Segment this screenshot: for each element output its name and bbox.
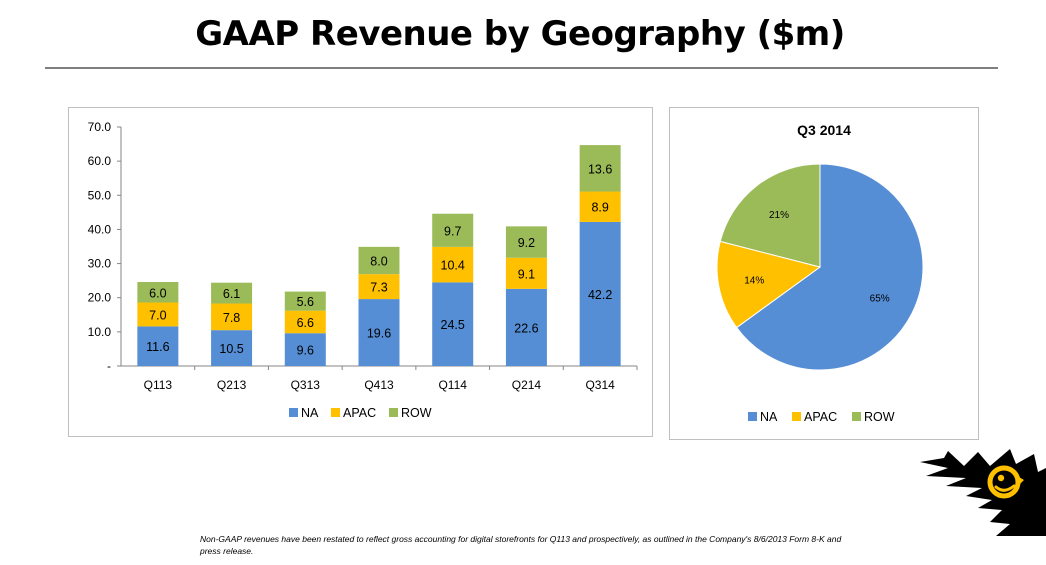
pie-slice-apac [716,240,822,329]
x-tick-label: Q314 [585,378,615,392]
pie-chart: Q3 2014 65% 14% 21% NA APAC ROW [716,122,924,424]
data-label: 5.6 [297,295,314,309]
y-tick-label: 60.0 [88,154,112,168]
bar-segment-row [358,246,400,275]
bar-segment-row [211,282,253,304]
bar-segment-na [137,326,179,366]
bar-chart-panel: - 10.0 20.0 30.0 40.0 50.0 60.0 70.0 Q113 11.6 7.0… [68,107,653,437]
y-tick-label: 70.0 [88,120,112,134]
page-title: GAAP Revenue by Geography ($m) [195,14,845,54]
data-label: 13.6 [588,162,612,176]
legend-swatch-apac [792,412,801,421]
pie-slice-na [735,163,924,371]
legend-label: APAC [343,406,376,420]
bar-segment-row [505,226,547,258]
y-tick-label: 40.0 [88,222,112,236]
x-tick-label: Q413 [364,378,394,392]
bar-segment-apac [579,191,621,222]
y-tick-label: - [107,359,111,373]
x-tick-label: Q114 [438,378,467,392]
legend-label: ROW [401,406,432,420]
pie-data-label: 65% [870,293,890,304]
pie-chart-panel: Q3 2014 65% 14% 21% NA APAC ROW [669,107,979,440]
legend-label: NA [760,410,778,424]
bar-segment-apac [284,310,326,334]
bar-segment-na [505,288,547,366]
bar-segment-apac [211,303,253,331]
data-label: 11.6 [146,340,169,354]
bar-segment-row [432,213,474,247]
data-label: 6.1 [223,287,240,301]
data-label: 8.9 [591,201,608,215]
title-divider [45,67,998,69]
bar-segment-apac [505,257,547,289]
legend-label: NA [301,406,319,420]
footnote: Non-GAAP revenues have been restated to … [200,534,842,556]
data-label: 19.6 [367,327,391,341]
bar-segment-row [579,145,621,192]
data-label: 6.0 [149,286,166,300]
company-logo [918,446,1046,536]
logo-splash-shape [920,449,1046,536]
x-tick-label: Q213 [217,378,247,392]
legend-swatch-row [389,408,398,417]
y-tick-label: 50.0 [88,188,112,202]
bar-segment-row [284,291,326,311]
y-tick-label: 20.0 [88,291,112,305]
legend-swatch-na [748,412,757,421]
data-label: 10.4 [441,259,465,273]
legend-label: APAC [804,410,837,424]
bar-segment-na [432,282,474,366]
data-label: 7.8 [223,311,240,325]
bar-segment-apac [358,274,400,300]
data-label: 7.0 [149,308,166,322]
data-label: 9.7 [444,224,461,238]
y-tick-label: 10.0 [88,325,112,339]
stacked-bar-chart: - 10.0 20.0 30.0 40.0 50.0 60.0 70.0 Q113 11.6 7.0… [88,120,638,420]
x-tick-label: Q113 [144,378,173,392]
pie-slice-row [719,163,821,268]
bar-segment-na [284,333,326,366]
data-label: 6.6 [297,316,314,330]
bar-segment-row [137,282,179,303]
data-label: 22.6 [514,321,538,335]
legend-swatch-na [289,408,298,417]
x-tick-label: Q214 [512,378,542,392]
data-label: 10.5 [219,342,243,356]
data-label: 7.3 [370,281,387,295]
data-label: 42.2 [588,288,612,302]
bar-segment-apac [432,246,474,283]
pie-data-label: 14% [744,276,764,287]
data-label: 8.0 [370,254,387,268]
bar-segment-na [358,299,400,366]
data-label: 24.5 [441,318,465,332]
data-label: 9.2 [518,236,535,250]
data-label: 9.1 [518,267,535,281]
bar-segment-na [579,221,621,366]
pie-title: Q3 2014 [797,122,851,138]
y-tick-label: 30.0 [88,257,112,271]
data-label: 9.6 [297,344,314,358]
legend-swatch-apac [331,408,340,417]
x-tick-label: Q313 [291,378,321,392]
legend-swatch-row [852,412,861,421]
pie-data-label: 21% [769,210,789,221]
legend-label: ROW [864,410,895,424]
bar-segment-apac [137,302,179,327]
bar-segment-na [211,330,253,366]
